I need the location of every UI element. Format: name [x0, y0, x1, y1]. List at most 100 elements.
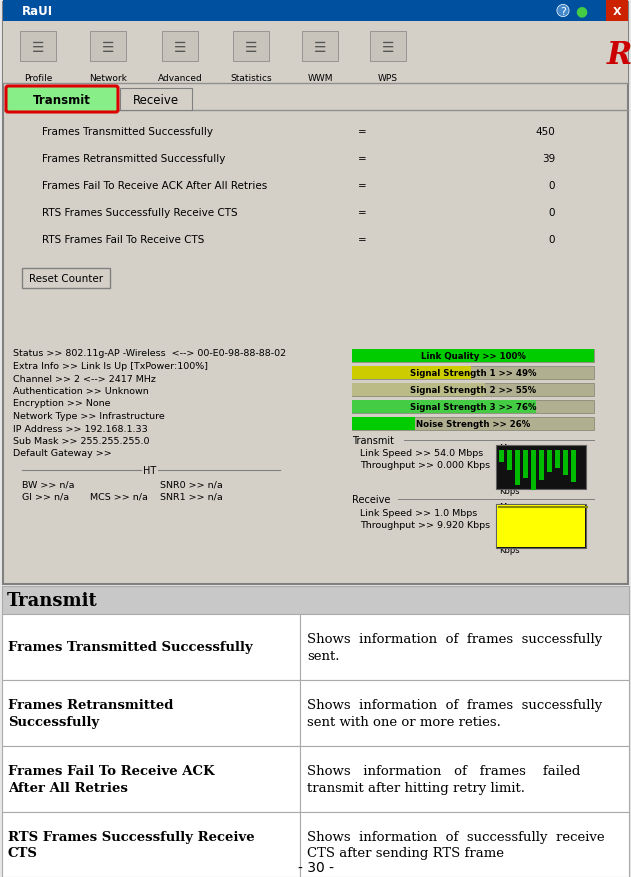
Text: 0: 0	[548, 181, 555, 191]
Text: Throughput >> 0.000 Kbps: Throughput >> 0.000 Kbps	[360, 461, 490, 470]
Bar	[523, 451, 528, 479]
Text: Advanced: Advanced	[158, 74, 203, 82]
Text: R: R	[606, 39, 631, 70]
Bar	[563, 451, 568, 475]
Text: SNR0 >> n/a: SNR0 >> n/a	[160, 480, 223, 488]
Text: RTS Frames Fail To Receive CTS: RTS Frames Fail To Receive CTS	[42, 235, 204, 245]
Bar	[352, 350, 594, 362]
Text: ☰: ☰	[245, 41, 257, 55]
Text: ☰: ☰	[174, 41, 186, 55]
Text: BW >> n/a: BW >> n/a	[22, 480, 74, 488]
Text: 10.416
Kbps: 10.416 Kbps	[499, 535, 528, 554]
Text: Frames Transmitted Successfully: Frames Transmitted Successfully	[42, 127, 213, 137]
Text: Signal Strength 2 >> 55%: Signal Strength 2 >> 55%	[410, 386, 536, 395]
Bar	[300, 746, 629, 812]
Text: =: =	[358, 127, 367, 137]
Text: Link Quality >> 100%: Link Quality >> 100%	[421, 352, 526, 360]
Text: Max: Max	[499, 444, 516, 453]
Bar	[352, 367, 594, 380]
Text: Frames Transmitted Successfully: Frames Transmitted Successfully	[8, 641, 253, 653]
Bar	[352, 417, 415, 431]
Text: ☰: ☰	[314, 41, 326, 55]
Bar	[120, 89, 192, 111]
Text: Transmit: Transmit	[7, 591, 98, 610]
Text: 0.160
Kbps: 0.160 Kbps	[499, 476, 522, 496]
Text: Default Gateway >>: Default Gateway >>	[13, 449, 112, 458]
Bar	[499, 451, 504, 462]
Text: Frames Retransmitted Successfully: Frames Retransmitted Successfully	[42, 153, 225, 164]
Text: WWM: WWM	[307, 74, 333, 82]
Text: SNR1 >> n/a: SNR1 >> n/a	[160, 493, 223, 502]
Text: Network: Network	[89, 74, 127, 82]
Bar	[22, 268, 110, 289]
Text: - 30 -: - 30 -	[297, 860, 334, 874]
Text: RTS Frames Successfully Receive CTS: RTS Frames Successfully Receive CTS	[42, 208, 238, 217]
Text: =: =	[358, 235, 367, 245]
Text: Frames Retransmitted
Successfully: Frames Retransmitted Successfully	[8, 698, 174, 728]
Text: Receive: Receive	[352, 495, 391, 504]
Text: Extra Info >> Link Is Up [TxPower:100%]: Extra Info >> Link Is Up [TxPower:100%]	[13, 361, 208, 371]
Text: Transmit: Transmit	[352, 436, 394, 446]
Bar	[555, 451, 560, 468]
Text: ☰: ☰	[102, 41, 114, 55]
Bar	[300, 614, 629, 681]
Bar	[507, 451, 512, 470]
Text: RaUI: RaUI	[22, 5, 53, 18]
Bar	[352, 383, 594, 396]
Text: 450: 450	[535, 127, 555, 137]
Bar	[606, 1, 628, 22]
Text: WPS: WPS	[378, 74, 398, 82]
Bar	[352, 350, 594, 362]
Text: ●: ●	[575, 4, 587, 18]
Text: Shows  information  of  successfully  receive
CTS after sending RTS frame: Shows information of successfully receiv…	[307, 830, 604, 859]
Text: Frames Fail To Receive ACK
After All Retries: Frames Fail To Receive ACK After All Ret…	[8, 765, 215, 794]
Text: =: =	[358, 208, 367, 217]
Text: Network Type >> Infrastructure: Network Type >> Infrastructure	[13, 411, 165, 420]
Text: Noise Strength >> 26%: Noise Strength >> 26%	[416, 419, 530, 429]
Text: Throughput >> 9.920 Kbps: Throughput >> 9.920 Kbps	[360, 520, 490, 529]
Text: =: =	[358, 153, 367, 164]
Text: X: X	[613, 6, 622, 17]
Text: Link Speed >> 54.0 Mbps: Link Speed >> 54.0 Mbps	[360, 449, 483, 458]
Bar	[547, 451, 552, 473]
Text: HT: HT	[143, 465, 156, 475]
Bar	[352, 401, 536, 414]
Text: ?: ?	[560, 6, 566, 17]
Text: Receive: Receive	[133, 93, 179, 106]
Bar	[2, 812, 300, 877]
Bar	[233, 32, 269, 62]
Bar	[496, 446, 586, 489]
Bar	[20, 32, 56, 62]
Bar	[3, 22, 628, 84]
Bar	[531, 451, 536, 490]
Text: ☰: ☰	[382, 41, 394, 55]
Bar	[2, 614, 300, 681]
Bar	[2, 681, 300, 746]
Text: RTS Frames Successfully Receive
CTS: RTS Frames Successfully Receive CTS	[8, 830, 255, 859]
Bar	[352, 383, 485, 396]
Text: Sub Mask >> 255.255.255.0: Sub Mask >> 255.255.255.0	[13, 437, 150, 446]
Bar	[352, 417, 594, 431]
Text: Frames Fail To Receive ACK After All Retries: Frames Fail To Receive ACK After All Ret…	[42, 181, 268, 191]
Text: Reset Counter: Reset Counter	[29, 274, 103, 283]
Bar	[497, 505, 585, 547]
Text: 0: 0	[548, 208, 555, 217]
FancyBboxPatch shape	[6, 87, 118, 113]
Bar	[3, 1, 628, 22]
Text: MCS >> n/a: MCS >> n/a	[90, 493, 148, 502]
Text: =: =	[358, 181, 367, 191]
Text: 0: 0	[548, 235, 555, 245]
Text: Max: Max	[499, 503, 516, 511]
Bar	[571, 451, 576, 482]
Bar	[496, 504, 586, 548]
Bar	[370, 32, 406, 62]
Text: Encryption >> None: Encryption >> None	[13, 399, 110, 408]
Text: Signal Strength 3 >> 76%: Signal Strength 3 >> 76%	[410, 403, 536, 411]
Bar	[2, 587, 629, 614]
Text: IP Address >> 192.168.1.33: IP Address >> 192.168.1.33	[13, 424, 148, 433]
Text: Channel >> 2 <--> 2417 MHz: Channel >> 2 <--> 2417 MHz	[13, 374, 156, 383]
Bar	[300, 812, 629, 877]
Text: Shows  information  of  frames  successfully
sent with one or more reties.: Shows information of frames successfully…	[307, 698, 602, 728]
Text: Profile: Profile	[24, 74, 52, 82]
Text: ☰: ☰	[32, 41, 44, 55]
